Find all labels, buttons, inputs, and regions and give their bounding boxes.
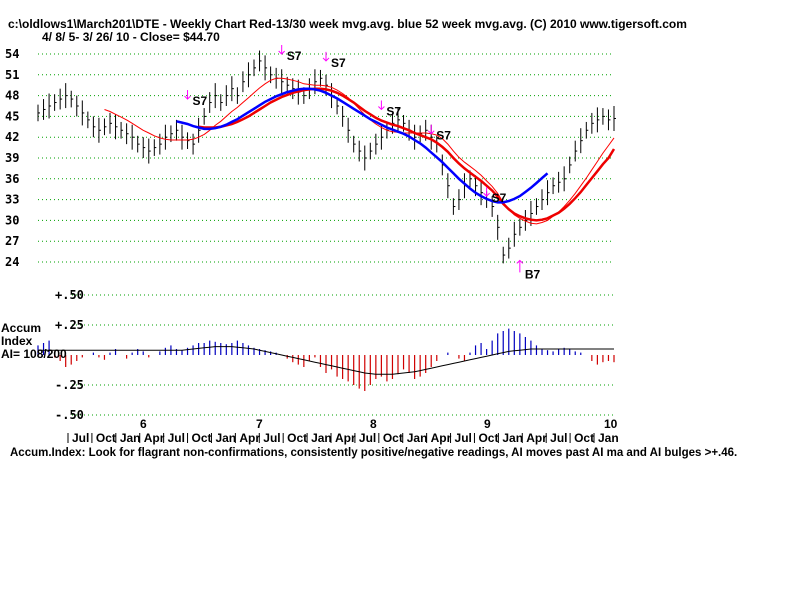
month-label: Oct xyxy=(383,431,403,445)
price-y-tick-label: 30 xyxy=(5,213,19,227)
index-label: Index xyxy=(1,334,33,348)
sell-signal-arrowhead xyxy=(483,192,490,197)
month-label: Oct xyxy=(96,431,116,445)
sell-signal-arrowhead xyxy=(322,57,330,62)
price-y-tick-label: 42 xyxy=(5,130,19,144)
month-label: Jan xyxy=(598,431,619,445)
month-label: Apr xyxy=(526,431,547,445)
signal-label: S7 xyxy=(193,94,208,108)
month-label: Jul xyxy=(168,431,185,445)
signal-label: S7 xyxy=(287,49,302,63)
month-label: Jul xyxy=(72,431,89,445)
price-y-tick-label: 54 xyxy=(5,47,19,61)
price-y-tick-label: 48 xyxy=(5,89,19,103)
month-label: Jan xyxy=(311,431,332,445)
month-label: Jan xyxy=(215,431,236,445)
accum-label: Accum xyxy=(1,321,42,335)
month-label: Apr xyxy=(144,431,165,445)
ma-13-week-line xyxy=(104,77,615,225)
month-label: Jan xyxy=(502,431,523,445)
month-label: Oct xyxy=(287,431,307,445)
ai-ma-line xyxy=(38,346,614,375)
year-label: 7 xyxy=(256,417,263,431)
price-y-tick-label: 33 xyxy=(5,193,19,207)
buy-signal-arrowhead xyxy=(516,259,524,264)
footer-note: Accum.Index: Look for flagrant non-confi… xyxy=(10,447,738,459)
price-y-tick-label: 27 xyxy=(5,234,19,248)
price-y-tick-label: 39 xyxy=(5,151,19,165)
signal-label: S7 xyxy=(386,104,401,118)
signal-label: S7 xyxy=(331,56,346,70)
month-label: Oct xyxy=(478,431,498,445)
sell-signal-arrowhead xyxy=(427,130,435,135)
month-label: Apr xyxy=(431,431,452,445)
signal-label: S7 xyxy=(492,191,507,205)
ai-value-label: AI= 108/200 xyxy=(1,347,67,361)
month-label: Jul xyxy=(550,431,567,445)
month-label: Oct xyxy=(192,431,212,445)
sell-signal-arrowhead xyxy=(378,106,385,111)
signal-label: B7 xyxy=(525,267,541,281)
price-y-tick-label: 45 xyxy=(5,109,19,123)
year-label: 9 xyxy=(484,417,491,431)
ai-y-tick-label: +.50 xyxy=(55,288,84,302)
price-y-tick-label: 36 xyxy=(5,172,19,186)
ma-30-week-line xyxy=(198,87,616,222)
year-label: 8 xyxy=(370,417,377,431)
signal-label: S7 xyxy=(436,129,451,143)
month-label: Apr xyxy=(335,431,356,445)
ai-y-tick-label: -.50 xyxy=(55,408,84,422)
price-y-tick-label: 51 xyxy=(5,68,19,82)
month-label: Jul xyxy=(359,431,376,445)
sell-signal-arrowhead xyxy=(184,95,191,100)
year-label: 10 xyxy=(604,417,618,431)
ai-y-tick-label: -.25 xyxy=(55,378,84,392)
ai-y-tick-label: +.25 xyxy=(55,318,84,332)
month-label: Oct xyxy=(574,431,594,445)
month-label: Apr xyxy=(239,431,260,445)
year-label: 6 xyxy=(140,417,147,431)
ma-52-week-line xyxy=(176,87,549,204)
month-label: Jan xyxy=(407,431,428,445)
price-y-tick-label: 24 xyxy=(5,255,19,269)
month-label: Jan xyxy=(120,431,141,445)
month-label: Jul xyxy=(263,431,280,445)
chart-header-line2: 4/ 8/ 5- 3/ 26/ 10 - Close= $44.70 xyxy=(42,30,220,44)
month-label: Jul xyxy=(455,431,472,445)
sell-signal-arrowhead xyxy=(278,50,286,55)
chart-header-line1: c:\oldlows1\March201\DTE - Weekly Chart … xyxy=(8,17,687,31)
